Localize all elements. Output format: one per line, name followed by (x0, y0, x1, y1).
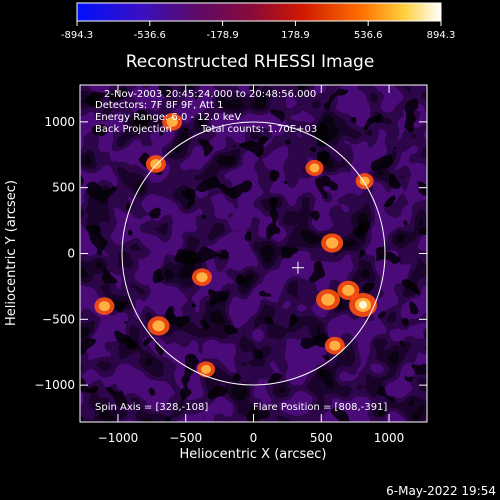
hot-spot-mid (201, 364, 212, 374)
colorbar-tick-label: 894.3 (427, 30, 456, 41)
y-tick-labels: 1000 500 0 −500 −1000 (34, 115, 75, 392)
y-tick-label: −500 (42, 312, 75, 326)
hot-spot-mid (152, 320, 165, 332)
y-tick-label: 0 (67, 247, 75, 261)
hot-spot-mid (329, 340, 341, 351)
colorbar-tick-label: 178.9 (281, 30, 310, 41)
hot-spot-mid (309, 163, 320, 173)
colorbar-tick-label: -536.6 (134, 30, 166, 41)
x-tick-label: 1000 (374, 431, 405, 445)
y-tick-label: 1000 (44, 115, 75, 129)
y-tick-label: −1000 (34, 378, 75, 392)
timestamp: 6-May-2022 19:54 (386, 484, 496, 498)
hot-spot-core (359, 300, 368, 309)
colorbar-tick-label: -178.9 (206, 30, 238, 41)
hot-spot-mid (342, 284, 355, 296)
annotation-detectors: Detectors: 7F 8F 9F, Att 1 (95, 100, 223, 111)
annotation-time: 2-Nov-2003 20:45:24.000 to 20:48:56.000 (104, 89, 316, 100)
colorbar-tick-label: -894.3 (61, 30, 93, 41)
x-axis-label: Heliocentric X (arcsec) (180, 447, 327, 462)
hot-spot-mid (325, 237, 339, 249)
colorbar-gradient (76, 2, 442, 22)
spin-axis-label: Spin Axis = [328,-108] (95, 402, 208, 413)
y-axis-label: Heliocentric Y (arcsec) (4, 180, 19, 326)
solar-limb-circle (121, 121, 386, 386)
hot-spot-mid (150, 158, 162, 169)
colorbar: -894.3 -536.6 -178.9 178.9 536.6 894.3 (61, 2, 455, 41)
annotation-energy: Energy Range: 6.0 - 12.0 keV (95, 112, 241, 123)
x-tick-label: −500 (169, 431, 202, 445)
x-tick-labels: −1000 −500 0 500 1000 (98, 431, 405, 445)
axis-ticks (80, 85, 427, 422)
x-tick-label: 0 (250, 431, 258, 445)
hot-spots (94, 113, 378, 378)
hot-spot-mid (166, 116, 178, 127)
annotation-counts: Total counts: 1.70E+03 (200, 124, 317, 135)
hot-spot-mid (196, 272, 208, 283)
x-tick-label: 500 (310, 431, 333, 445)
plot-area (80, 85, 427, 422)
chart-title: Reconstructed RHESSI Image (126, 52, 375, 72)
colorbar-tick-label: 536.6 (354, 30, 383, 41)
x-tick-label: −1000 (98, 431, 139, 445)
hot-spot-mid (98, 301, 110, 312)
hot-spot-mid (321, 293, 335, 306)
heatmap-red-layer (80, 85, 427, 422)
flare-position-label: Flare Position = [808,-391] (253, 402, 387, 413)
y-tick-label: 500 (52, 181, 75, 195)
colorbar-ticks: -894.3 -536.6 -178.9 178.9 536.6 894.3 (61, 21, 455, 41)
spin-axis-marker (291, 261, 304, 274)
annotation-method: Back Projection (95, 124, 172, 135)
